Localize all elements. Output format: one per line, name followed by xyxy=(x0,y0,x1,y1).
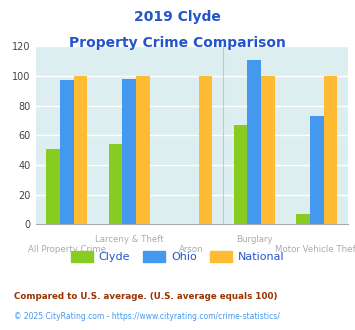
Legend: Clyde, Ohio, National: Clyde, Ohio, National xyxy=(66,247,289,267)
Bar xyxy=(198,76,212,224)
Bar xyxy=(60,81,73,224)
Bar xyxy=(310,116,323,224)
Bar xyxy=(109,144,122,224)
Text: Property Crime Comparison: Property Crime Comparison xyxy=(69,36,286,50)
Bar xyxy=(261,76,275,224)
Bar xyxy=(73,76,87,224)
Bar xyxy=(247,59,261,224)
Text: All Property Crime: All Property Crime xyxy=(28,245,106,254)
Bar xyxy=(46,148,60,224)
Text: Motor Vehicle Theft: Motor Vehicle Theft xyxy=(275,245,355,254)
Text: Larceny & Theft: Larceny & Theft xyxy=(95,235,164,244)
Text: Burglary: Burglary xyxy=(236,235,273,244)
Bar xyxy=(122,79,136,224)
Text: 2019 Clyde: 2019 Clyde xyxy=(134,10,221,24)
Bar xyxy=(296,214,310,224)
Text: © 2025 CityRating.com - https://www.cityrating.com/crime-statistics/: © 2025 CityRating.com - https://www.city… xyxy=(14,312,280,321)
Text: Compared to U.S. average. (U.S. average equals 100): Compared to U.S. average. (U.S. average … xyxy=(14,292,278,301)
Text: Arson: Arson xyxy=(179,245,204,254)
Bar xyxy=(323,76,337,224)
Bar xyxy=(136,76,150,224)
Bar xyxy=(234,125,247,224)
